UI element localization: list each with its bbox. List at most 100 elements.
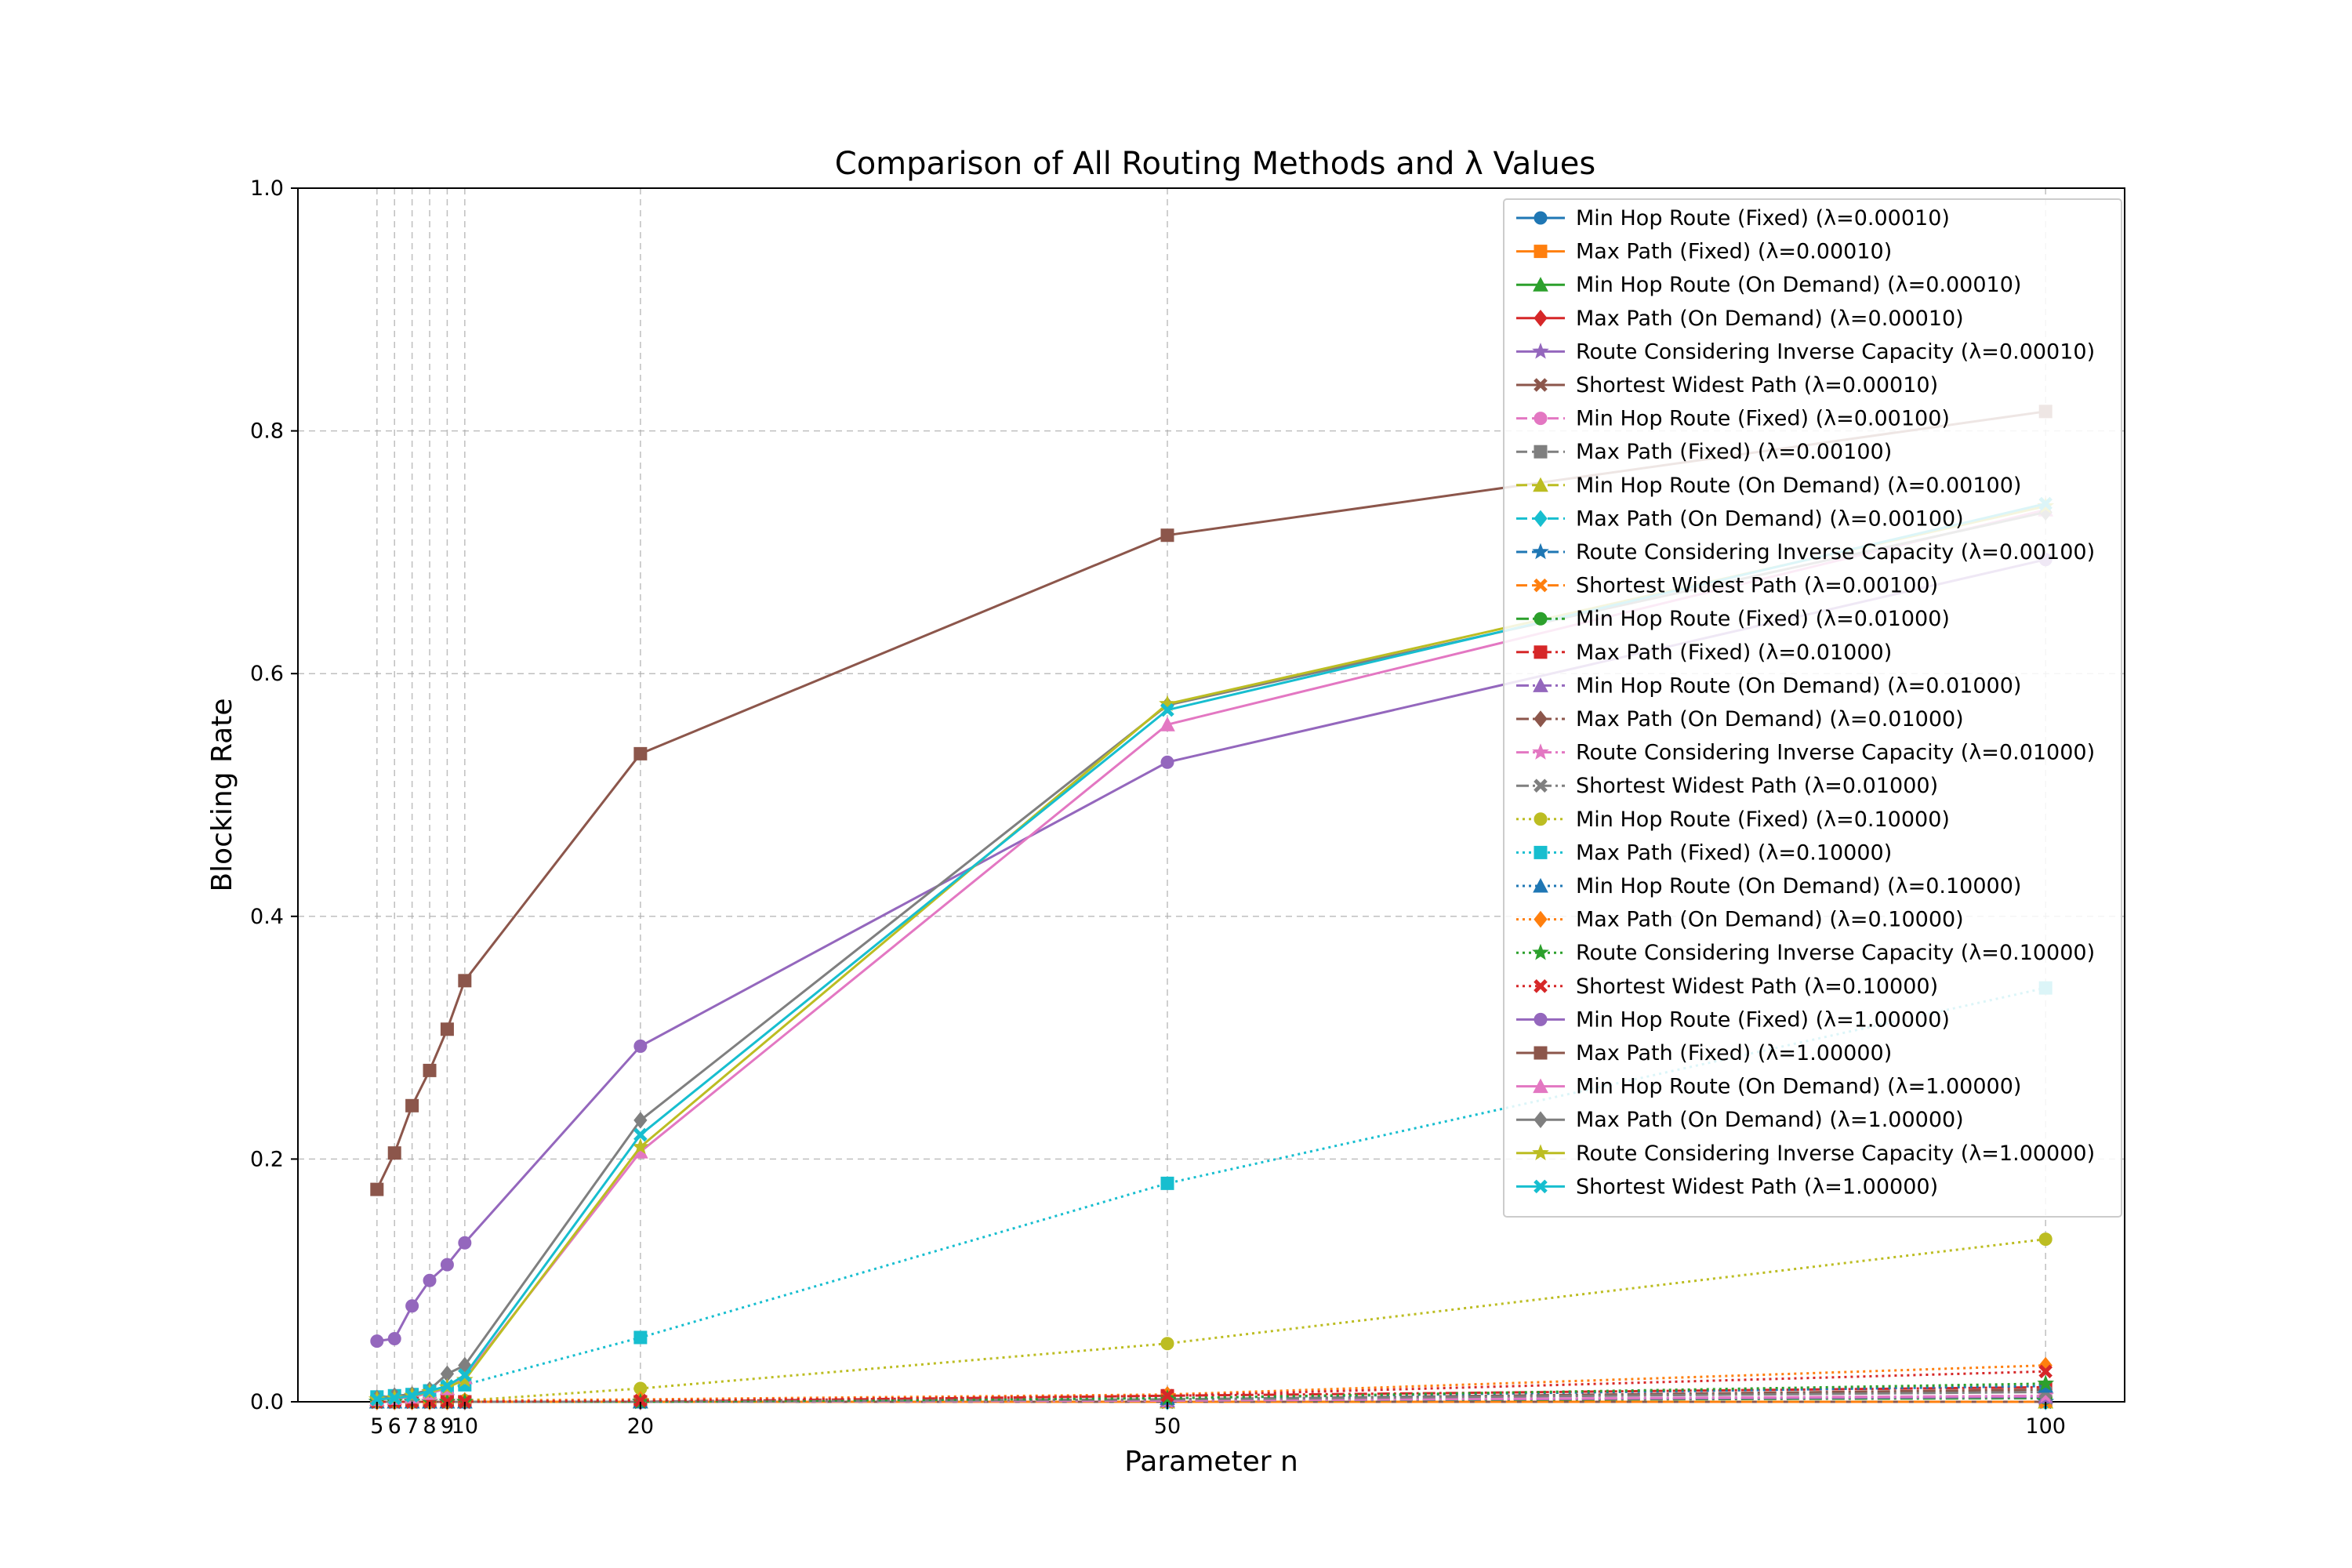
data-point bbox=[405, 1098, 419, 1112]
legend-marker bbox=[1532, 543, 1549, 560]
legend-label: Max Path (On Demand) (λ=1.00000) bbox=[1576, 1108, 1964, 1132]
data-point bbox=[1160, 717, 1175, 731]
legend-marker bbox=[1534, 979, 1548, 993]
legend-marker bbox=[1533, 677, 1548, 692]
data-point bbox=[423, 1273, 437, 1287]
legend-marker bbox=[1534, 245, 1548, 259]
legend-label: Max Path (On Demand) (λ=0.10000) bbox=[1576, 908, 1964, 932]
legend-label: Route Considering Inverse Capacity (λ=0.… bbox=[1576, 941, 2095, 965]
legend-marker bbox=[1534, 845, 1548, 859]
data-point bbox=[370, 1334, 384, 1348]
legend-marker bbox=[1532, 943, 1549, 960]
x-axis-label: Parameter n bbox=[1124, 1446, 1298, 1478]
data-point bbox=[405, 1299, 419, 1313]
data-point bbox=[387, 1391, 401, 1406]
legend-label: Shortest Widest Path (λ=0.10000) bbox=[1576, 975, 1938, 999]
legend-marker bbox=[1534, 645, 1548, 659]
y-tick-label: 1.0 bbox=[250, 176, 284, 201]
x-tick-label: 8 bbox=[423, 1414, 436, 1439]
data-point bbox=[633, 746, 648, 760]
data-point bbox=[633, 1393, 648, 1408]
x-tick-label: 20 bbox=[627, 1414, 654, 1439]
legend-marker bbox=[1534, 1046, 1548, 1060]
data-point bbox=[1160, 1337, 1174, 1351]
legend-label: Max Path (Fixed) (λ=1.00000) bbox=[1576, 1041, 1892, 1065]
y-tick-label: 0.0 bbox=[250, 1390, 284, 1414]
legend-marker bbox=[1534, 710, 1548, 728]
data-point bbox=[423, 1063, 437, 1077]
legend-marker bbox=[1532, 743, 1549, 760]
x-tick-label: 100 bbox=[2025, 1414, 2066, 1439]
data-point bbox=[633, 1127, 648, 1142]
legend-marker bbox=[1533, 277, 1548, 292]
data-point bbox=[633, 1330, 648, 1345]
legend-label: Min Hop Route (Fixed) (λ=0.10000) bbox=[1576, 808, 1950, 832]
legend-label: Min Hop Route (On Demand) (λ=0.10000) bbox=[1576, 874, 2021, 898]
legend-label: Max Path (Fixed) (λ=0.10000) bbox=[1576, 840, 1892, 865]
legend-label: Shortest Widest Path (λ=0.00010) bbox=[1576, 373, 1938, 397]
legend-marker bbox=[1534, 445, 1548, 459]
ticks: 5 6 7 8 910 20 50 100 0.0 0.2 0.4 0.6 0.8 1.0 bbox=[250, 176, 2066, 1439]
legend-marker bbox=[1534, 378, 1548, 392]
legend-marker bbox=[1533, 477, 1548, 492]
y-tick-label: 0.4 bbox=[250, 905, 284, 929]
legend-label: Min Hop Route (On Demand) (λ=1.00000) bbox=[1576, 1075, 2021, 1099]
data-point bbox=[370, 1392, 384, 1406]
legend-label: Route Considering Inverse Capacity (λ=0.… bbox=[1576, 339, 2095, 364]
legend-label: Min Hop Route (Fixed) (λ=0.00010) bbox=[1576, 206, 1950, 230]
data-point bbox=[370, 1182, 384, 1196]
x-tick-label: 10 bbox=[452, 1414, 478, 1439]
chart-title: Comparison of All Routing Methods and λ … bbox=[835, 146, 1595, 182]
data-point bbox=[440, 1379, 455, 1393]
y-tick-label: 0.8 bbox=[250, 419, 284, 444]
data-point bbox=[458, 1368, 472, 1382]
legend-label: Shortest Widest Path (λ=1.00000) bbox=[1576, 1174, 1938, 1199]
legend-marker bbox=[1533, 1078, 1548, 1094]
legend-marker bbox=[1534, 510, 1548, 528]
legend-label: Min Hop Route (On Demand) (λ=0.01000) bbox=[1576, 673, 2021, 698]
legend-label: Max Path (On Demand) (λ=0.01000) bbox=[1576, 707, 1964, 731]
legend-label: Max Path (On Demand) (λ=0.00010) bbox=[1576, 307, 1964, 331]
legend-label: Route Considering Inverse Capacity (λ=1.… bbox=[1576, 1142, 2095, 1166]
data-point bbox=[1160, 528, 1174, 543]
legend-marker bbox=[1534, 1179, 1548, 1194]
y-axis-label: Blocking Rate bbox=[206, 698, 238, 891]
x-tick-label: 50 bbox=[1154, 1414, 1181, 1439]
data-point bbox=[2038, 1232, 2053, 1247]
legend-marker bbox=[1534, 910, 1548, 928]
legend-marker bbox=[1534, 1111, 1548, 1129]
legend-box bbox=[1503, 198, 2122, 1218]
x-tick-label: 7 bbox=[405, 1414, 419, 1439]
legend-label: Shortest Widest Path (λ=0.00100) bbox=[1576, 574, 1938, 598]
legend-marker bbox=[1532, 1144, 1549, 1161]
x-tick-label: 5 bbox=[370, 1414, 383, 1439]
data-point bbox=[440, 1258, 454, 1272]
data-point bbox=[1160, 755, 1174, 769]
legend-label: Route Considering Inverse Capacity (λ=0.… bbox=[1576, 741, 2095, 765]
legend-label: Max Path (On Demand) (λ=0.00100) bbox=[1576, 506, 1964, 531]
legend-label: Min Hop Route (Fixed) (λ=0.01000) bbox=[1576, 607, 1950, 631]
legend-label: Min Hop Route (On Demand) (λ=0.00100) bbox=[1576, 474, 2021, 498]
x-tick-label: 6 bbox=[388, 1414, 401, 1439]
data-point bbox=[458, 1236, 472, 1250]
legend-label: Max Path (Fixed) (λ=0.00010) bbox=[1576, 240, 1892, 264]
legend-marker bbox=[1534, 1012, 1548, 1026]
legend-marker bbox=[1534, 612, 1548, 626]
data-point bbox=[633, 1039, 648, 1053]
data-point bbox=[1160, 702, 1174, 717]
legend-label: Min Hop Route (Fixed) (λ=1.00000) bbox=[1576, 1007, 1950, 1032]
data-point bbox=[1160, 1176, 1174, 1190]
legend-label: Max Path (Fixed) (λ=0.01000) bbox=[1576, 641, 1892, 665]
legend: Min Hop Route (Fixed) (λ=0.00010) Max Pat… bbox=[1503, 198, 2122, 1218]
series bbox=[370, 496, 2053, 1406]
data-point bbox=[2037, 1374, 2055, 1392]
legend-marker bbox=[1534, 412, 1548, 426]
y-tick-label: 0.6 bbox=[250, 662, 284, 686]
legend-label: Shortest Widest Path (λ=0.01000) bbox=[1576, 774, 1938, 798]
data-point bbox=[2038, 1364, 2053, 1379]
legend-marker bbox=[1533, 877, 1548, 893]
data-point bbox=[1160, 1388, 1174, 1403]
legend-label: Min Hop Route (On Demand) (λ=0.00010) bbox=[1576, 273, 2021, 297]
legend-marker bbox=[1534, 309, 1548, 327]
